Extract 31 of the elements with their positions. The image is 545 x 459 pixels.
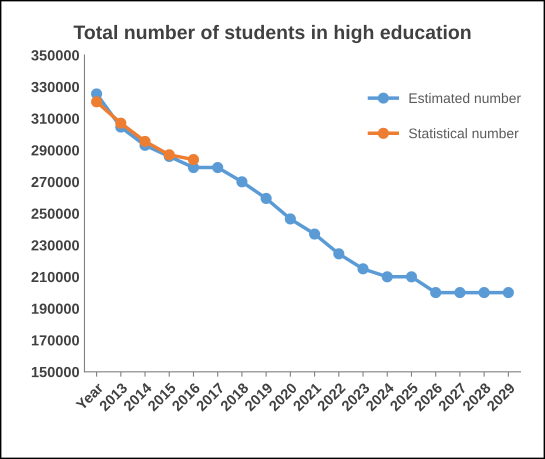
point <box>382 271 393 282</box>
point <box>284 213 296 225</box>
point <box>212 162 224 174</box>
legend-label: Statistical number <box>408 128 519 138</box>
chart-title: Total number of students in high education <box>74 24 470 44</box>
y-tick-label: 150000 <box>32 366 80 378</box>
point <box>454 287 466 298</box>
y-tick-label: 310000 <box>31 114 80 124</box>
y-tick-label: 210000 <box>31 272 80 282</box>
y-tick-label: 250000 <box>31 208 80 219</box>
point <box>357 263 369 274</box>
point <box>91 96 102 108</box>
point <box>188 154 200 166</box>
point <box>478 287 490 298</box>
point <box>309 228 320 240</box>
point <box>333 248 344 260</box>
y-tick-label: 270000 <box>31 176 80 188</box>
point <box>139 136 151 147</box>
point <box>115 118 126 129</box>
legend-label: Estimated number <box>409 92 521 104</box>
y-tick-label: 350000 <box>31 50 80 61</box>
y-tick-label: 230000 <box>31 240 80 251</box>
point <box>502 287 514 298</box>
y-tick-label: 330000 <box>31 82 80 92</box>
point <box>260 192 272 204</box>
point <box>236 176 248 188</box>
y-tick-label: 290000 <box>31 145 80 156</box>
y-tick-label: 170000 <box>32 335 80 346</box>
y-tick-label: 190000 <box>32 304 80 314</box>
point <box>406 271 418 282</box>
point <box>430 287 442 298</box>
